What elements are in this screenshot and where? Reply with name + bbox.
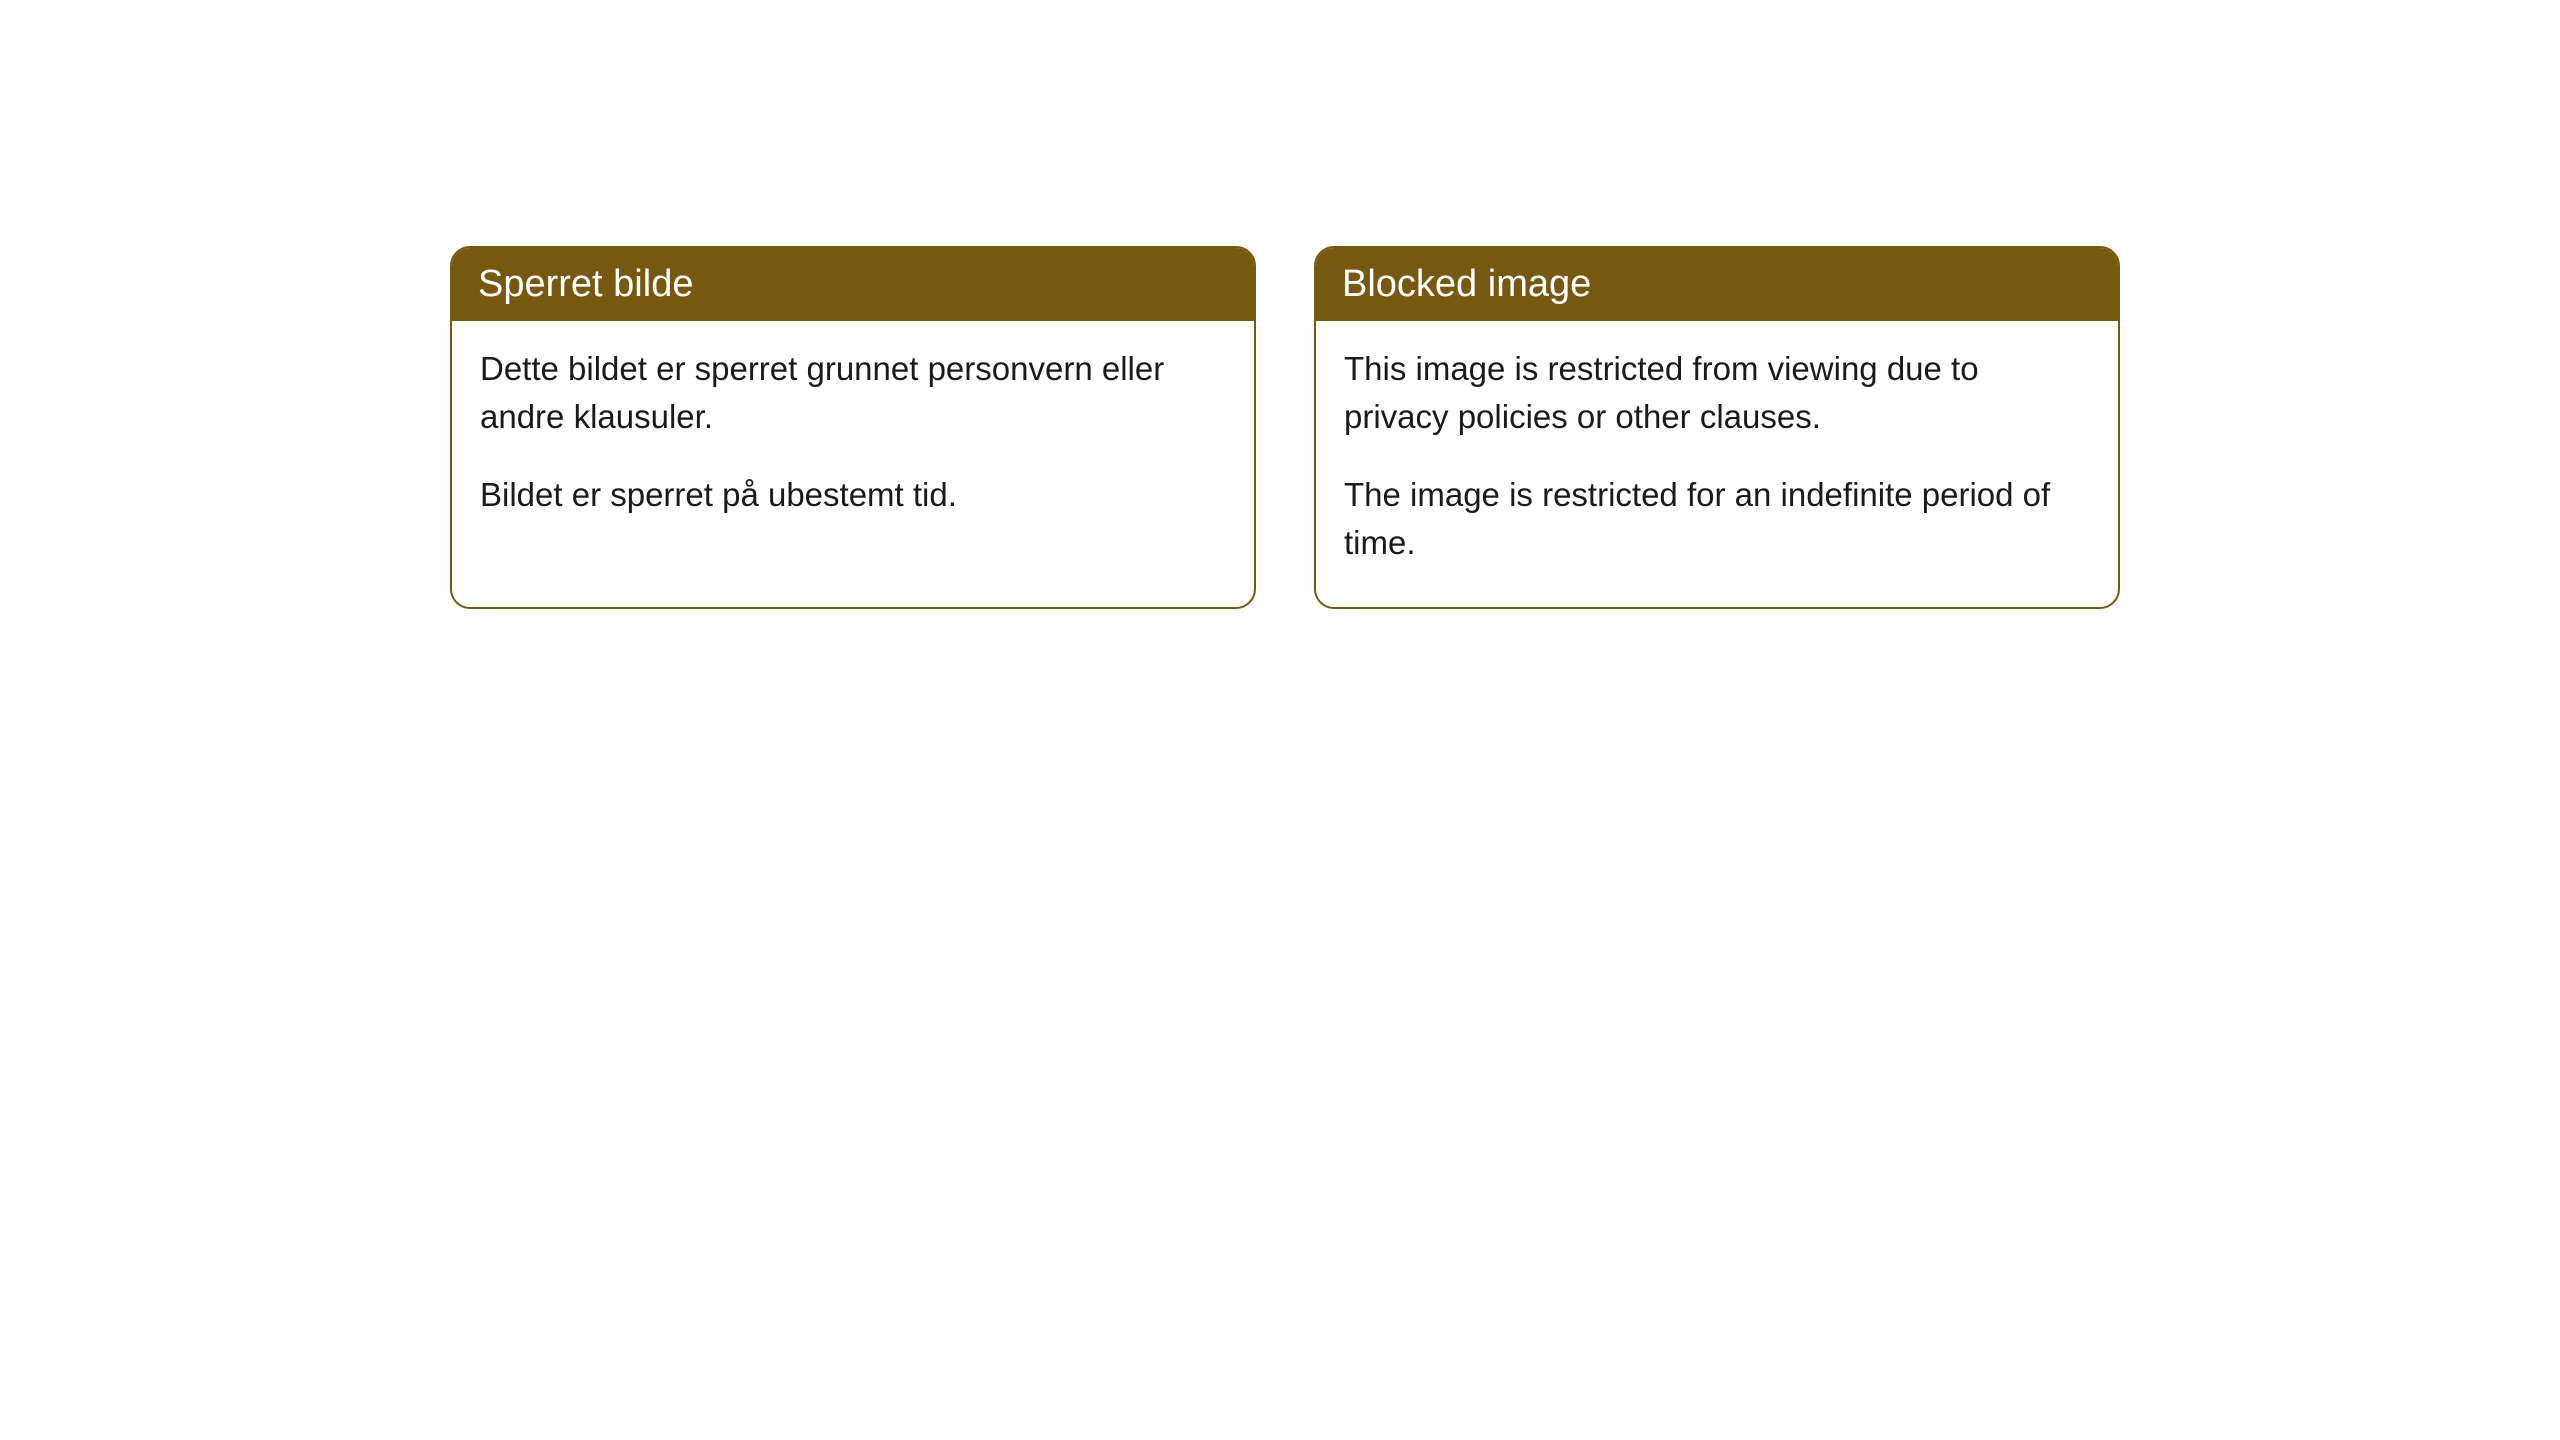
card-paragraph: The image is restricted for an indefinit… [1344,471,2090,567]
notice-container: Sperret bilde Dette bildet er sperret gr… [0,0,2560,609]
card-header: Blocked image [1316,248,2118,321]
card-paragraph: Bildet er sperret på ubestemt tid. [480,471,1226,519]
card-paragraph: Dette bildet er sperret grunnet personve… [480,345,1226,441]
card-body: Dette bildet er sperret grunnet personve… [452,321,1254,559]
card-title: Blocked image [1342,263,1591,305]
card-header: Sperret bilde [452,248,1254,321]
notice-card-norwegian: Sperret bilde Dette bildet er sperret gr… [450,246,1256,609]
card-body: This image is restricted from viewing du… [1316,321,2118,606]
card-paragraph: This image is restricted from viewing du… [1344,345,2090,441]
notice-card-english: Blocked image This image is restricted f… [1314,246,2120,609]
card-title: Sperret bilde [478,263,693,305]
